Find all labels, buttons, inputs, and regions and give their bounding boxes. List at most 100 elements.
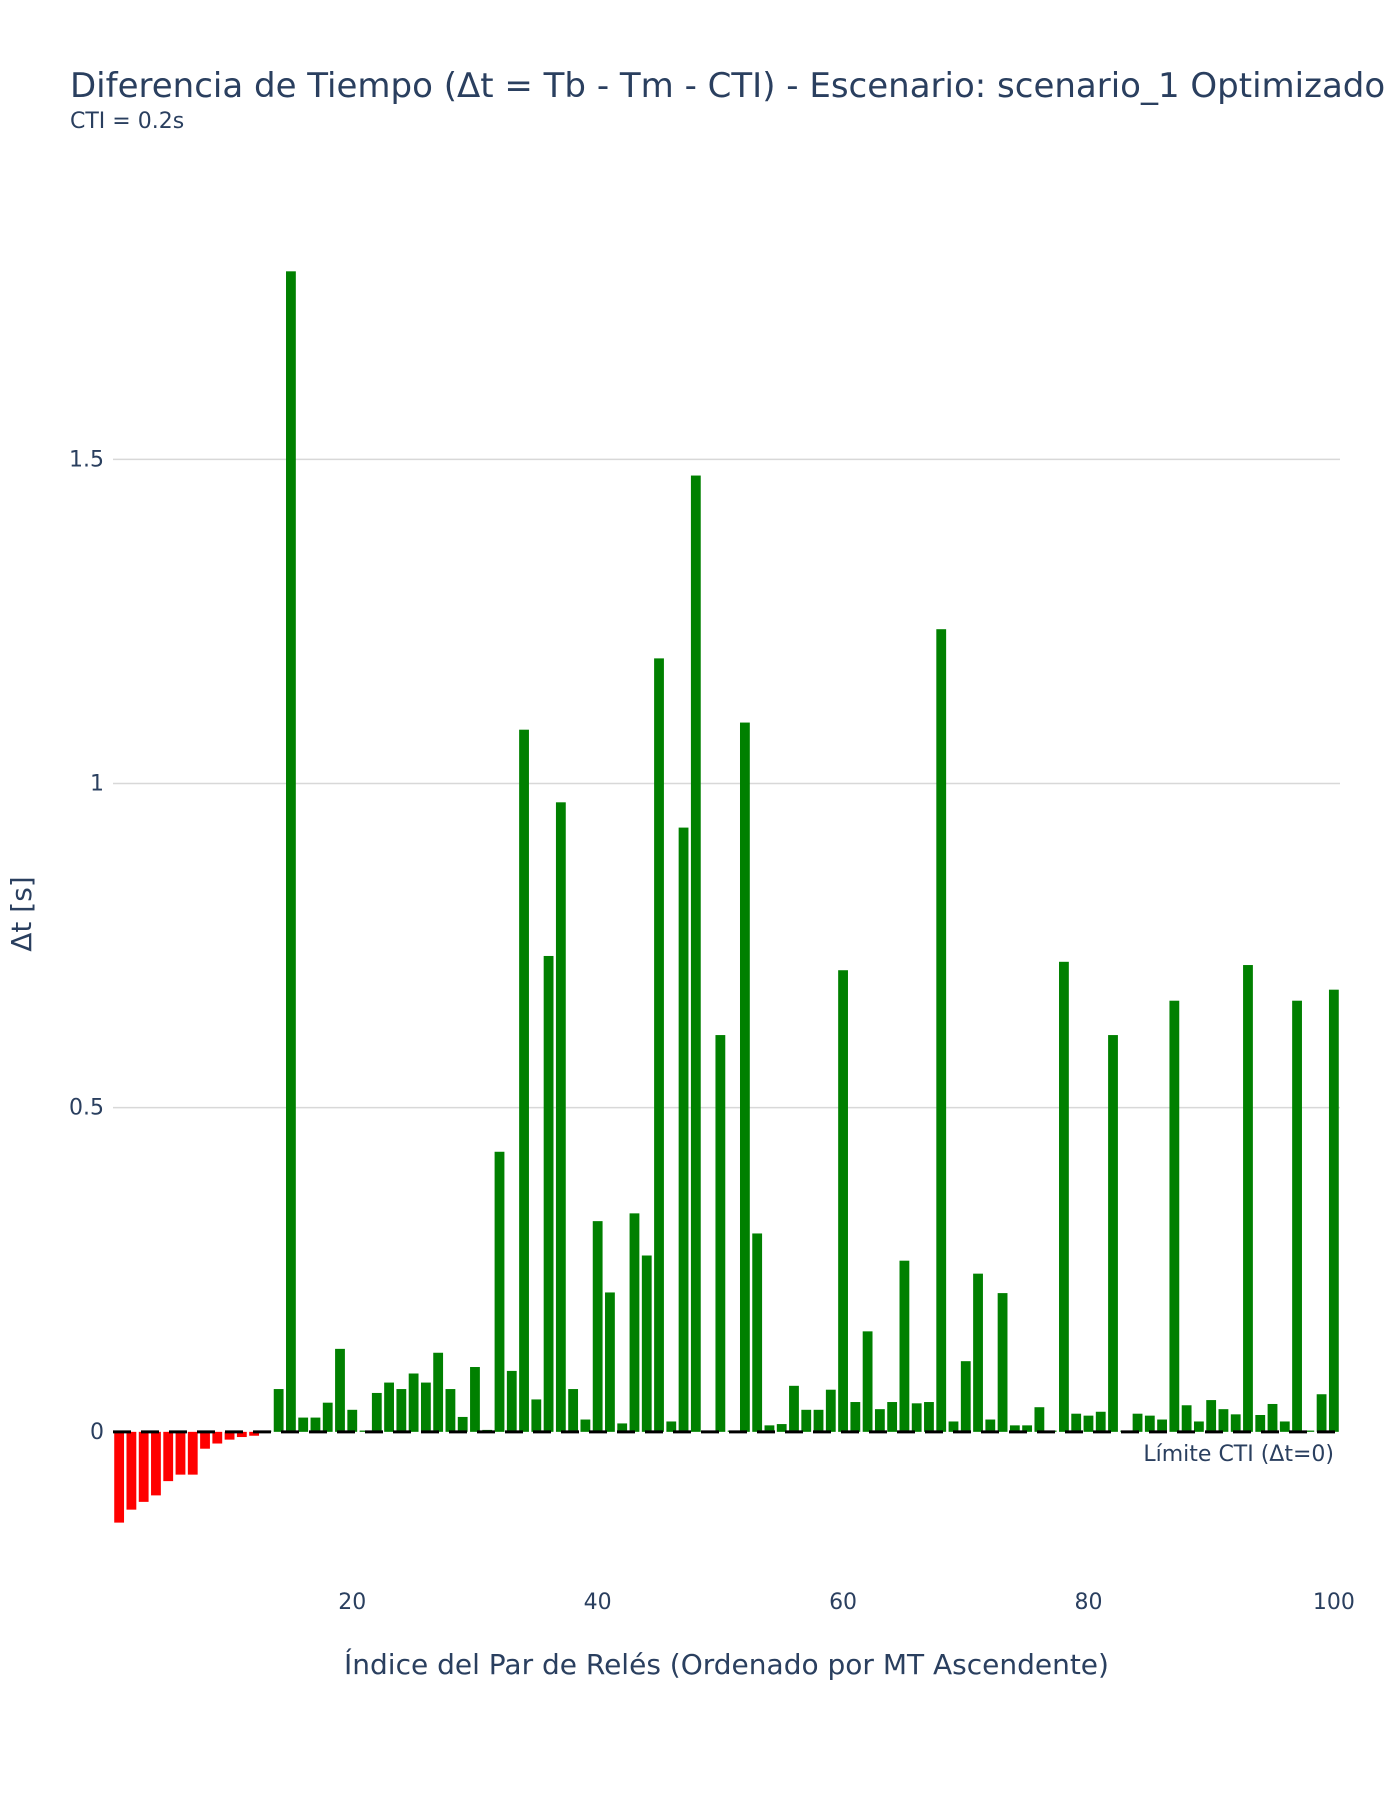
bar: [813, 1409, 824, 1432]
bar: [605, 1292, 615, 1432]
bar: [629, 1213, 640, 1432]
bar: [936, 629, 947, 1432]
bar: [862, 1331, 873, 1432]
bar: [384, 1382, 394, 1432]
bar: [175, 1431, 186, 1475]
bar: [519, 729, 529, 1432]
bar: [126, 1431, 137, 1510]
bar: [825, 1389, 836, 1432]
bar: [617, 1423, 628, 1432]
bar: [1083, 1415, 1094, 1432]
bar: [715, 1035, 726, 1432]
x-tick-label: 20: [338, 1590, 366, 1615]
bar: [887, 1402, 898, 1432]
bar: [776, 1424, 787, 1432]
bar: [310, 1417, 321, 1432]
bar: [899, 1260, 910, 1432]
bar: [789, 1385, 799, 1432]
bar: [752, 1233, 763, 1432]
bar: [801, 1409, 812, 1432]
bars-layer: [114, 271, 1339, 1523]
reference-layer: Límite CTI (Δt=0): [113, 1430, 1340, 1467]
bar: [1022, 1425, 1033, 1432]
bar: [420, 1382, 431, 1432]
x-tick-label: 60: [829, 1590, 857, 1615]
bar: [1034, 1407, 1045, 1432]
bar: [396, 1389, 407, 1432]
bar: [114, 1431, 125, 1523]
bar: [531, 1399, 542, 1432]
bar: [286, 271, 296, 1432]
bar: [874, 1409, 885, 1432]
y-tick-label: 0: [90, 1420, 104, 1445]
bar: [592, 1221, 603, 1432]
bar: [298, 1417, 309, 1432]
bar: [924, 1402, 934, 1432]
bar: [1181, 1405, 1192, 1432]
bar: [764, 1425, 775, 1432]
y-tick-label: 0.5: [69, 1096, 104, 1121]
bar: [433, 1352, 444, 1432]
bar: [506, 1370, 517, 1432]
bar: [273, 1389, 284, 1432]
bar: [236, 1431, 247, 1438]
bar: [224, 1431, 235, 1440]
bar: [347, 1409, 358, 1432]
bar: [654, 658, 664, 1432]
bar: [568, 1389, 579, 1432]
bar: [1009, 1425, 1020, 1432]
bar: [187, 1431, 198, 1475]
bar: [543, 955, 554, 1432]
bar: [678, 827, 689, 1432]
bar: [1316, 1394, 1327, 1432]
bar: [1095, 1411, 1106, 1432]
bar: [838, 970, 848, 1432]
chart-subtitle: CTI = 0.2s: [70, 109, 185, 134]
x-tick-label: 80: [1074, 1590, 1102, 1615]
bar: [1218, 1409, 1229, 1432]
bar: [948, 1421, 959, 1432]
bar: [470, 1367, 480, 1432]
bar: [322, 1402, 333, 1432]
bar: [445, 1389, 456, 1432]
bar: [138, 1431, 149, 1502]
bar: [997, 1293, 1008, 1432]
bar: [1108, 1035, 1118, 1432]
bar: [739, 722, 750, 1432]
bar: [1279, 1421, 1290, 1432]
x-tick-label: 100: [1313, 1590, 1355, 1615]
y-tick-label: 1: [90, 772, 104, 797]
bar: [163, 1431, 174, 1482]
bar: [212, 1431, 223, 1444]
bar: [359, 1430, 370, 1432]
bar: [1144, 1415, 1155, 1432]
bar: [371, 1392, 382, 1432]
bar: [850, 1402, 861, 1432]
bar: [1230, 1414, 1241, 1432]
bar: [973, 1273, 983, 1432]
bar: [1243, 965, 1253, 1432]
bar: [960, 1361, 971, 1432]
cti-limit-label: Límite CTI (Δt=0): [1143, 1442, 1334, 1467]
bar: [1157, 1419, 1167, 1432]
bar: [555, 802, 566, 1432]
x-tick-label: 40: [584, 1590, 612, 1615]
bar: [408, 1373, 419, 1432]
bar: [1267, 1403, 1278, 1432]
bar: [1255, 1414, 1266, 1432]
axis-layer: 0 0.5 1 1.5 20 40 60 80 100 Índice del Par de Rel…: [5, 447, 1355, 1681]
bar: [641, 1255, 652, 1432]
bar: [151, 1431, 161, 1496]
bar: [1059, 961, 1069, 1432]
x-axis-title: Índice del Par de Relés (Ordenado por MT…: [344, 1647, 1109, 1681]
bar: [1193, 1421, 1204, 1432]
chart-title: Diferencia de Tiempo (Δt = Tb - Tm - CTI…: [70, 66, 1386, 106]
bar: [1169, 1000, 1180, 1432]
y-axis-title: Δt [s]: [5, 876, 38, 951]
bar: [335, 1348, 345, 1432]
bar: [494, 1151, 505, 1432]
bar: [249, 1431, 260, 1436]
bar: [1132, 1413, 1143, 1432]
bar: [1071, 1413, 1082, 1432]
